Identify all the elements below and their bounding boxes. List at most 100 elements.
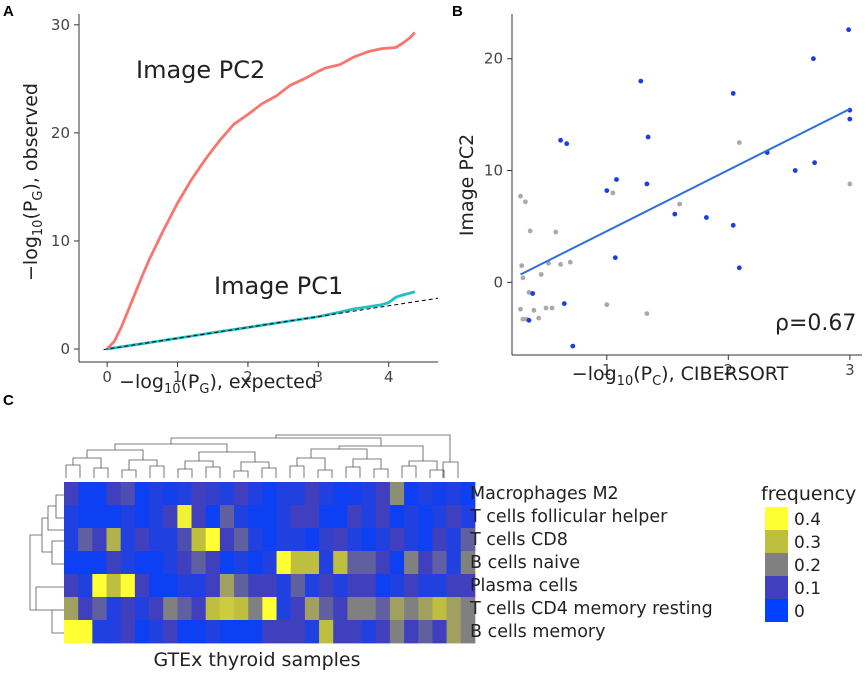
- scatter-point-gray: [553, 229, 559, 235]
- heatmap-cell: [404, 551, 419, 575]
- scatter-point-blue: [564, 141, 570, 147]
- heatmap-cell: [64, 551, 79, 575]
- heatmap-cell: [120, 482, 136, 506]
- scatter-point-blue: [638, 78, 644, 84]
- y-tick-label: 20: [484, 50, 503, 68]
- heatmap-cell: [78, 620, 93, 644]
- panel-b-x-axis-title: −log10(PC), CIBERSORT: [572, 363, 789, 389]
- heatmap-row-label: T cells follicular helper: [469, 507, 668, 527]
- heatmap-cell: [389, 505, 405, 529]
- heatmap-cell: [78, 574, 93, 598]
- heatmap-cell: [361, 482, 377, 506]
- heatmap-cell: [276, 574, 292, 598]
- heatmap-cell: [149, 620, 164, 644]
- scatter-point-gray: [847, 181, 853, 187]
- heatmap-cell: [432, 574, 447, 598]
- scatter-point-blue: [612, 255, 618, 261]
- scatter-point-blue: [645, 134, 651, 140]
- scatter-point-blue: [811, 56, 816, 62]
- heatmap-cell: [234, 505, 249, 529]
- heatmap-cell: [191, 505, 207, 529]
- heatmap-legend-title: frequency: [761, 483, 856, 505]
- heatmap-cell: [262, 528, 277, 552]
- heatmap-cell: [64, 528, 79, 552]
- heatmap-cell: [290, 482, 306, 506]
- heatmap-cell: [290, 597, 306, 621]
- heatmap-cell: [446, 597, 462, 621]
- heatmap-cell: [205, 528, 221, 552]
- scatter-point-gray: [567, 259, 573, 265]
- heatmap-cell: [149, 482, 164, 506]
- heatmap-cell: [389, 620, 405, 644]
- heatmap-cell: [418, 482, 433, 506]
- heatmap-cell: [234, 528, 249, 552]
- scatter-point-gray: [520, 316, 526, 322]
- heatmap-cell: [418, 574, 433, 598]
- scatter-point-gray: [604, 302, 610, 308]
- heatmap-cell: [389, 482, 405, 506]
- heatmap-cell: [92, 620, 107, 644]
- heatmap-cell: [78, 551, 93, 575]
- scatter-point-gray: [518, 193, 523, 199]
- heatmap-cell: [92, 574, 107, 598]
- x-tick-label: 2: [243, 368, 253, 386]
- heatmap-cell: [219, 597, 235, 621]
- panel-c-x-axis-title: GTEx thyroid samples: [153, 649, 360, 671]
- heatmap-cells: [64, 482, 476, 644]
- heatmap-cell: [64, 620, 79, 644]
- scatter-point-blue: [846, 27, 851, 33]
- heatmap-cell: [304, 620, 320, 644]
- heatmap-cell: [205, 505, 221, 529]
- annotation-image-pc2: Image PC2: [136, 56, 265, 84]
- heatmap-cell: [460, 597, 476, 621]
- heatmap-cell: [404, 528, 419, 552]
- heatmap-cell: [404, 597, 419, 621]
- regression-line: [520, 108, 851, 276]
- panel-a-series: [103, 31, 439, 351]
- y-tick-label: 10: [484, 162, 503, 180]
- annotation-image-pc1: Image PC1: [214, 272, 343, 300]
- panel-b-scatter-plot: 1 2 3 0 10 20 ρ=0.67: [484, 14, 862, 379]
- heatmap-cell: [460, 551, 476, 575]
- panel-a-x-axis-title: −log10(PG), expected: [119, 371, 317, 397]
- heatmap-cell: [361, 528, 377, 552]
- heatmap-cell: [446, 620, 462, 644]
- heatmap-cell: [78, 505, 93, 529]
- heatmap-cell: [333, 574, 348, 598]
- scatter-point-blue: [672, 211, 678, 217]
- panel-a-y-axis-title: −log10(PG), observed: [20, 83, 46, 281]
- heatmap-cell: [432, 505, 447, 529]
- x-tick-label: 0: [102, 368, 112, 386]
- heatmap-cell: [304, 551, 320, 575]
- scatter-point-blue: [558, 137, 563, 143]
- heatmap-cell: [389, 551, 405, 575]
- scatter-point-blue: [570, 343, 576, 349]
- heatmap-cell: [134, 505, 150, 529]
- heatmap-cell: [149, 551, 164, 575]
- panel-a-letter: A: [3, 3, 14, 20]
- heatmap-cell: [134, 482, 150, 506]
- heatmap-cell: [219, 551, 235, 575]
- heatmap-cell: [149, 597, 164, 621]
- colorbar-swatch: [765, 576, 788, 599]
- heatmap-cell: [319, 551, 334, 575]
- scatter-point-gray: [538, 272, 544, 277]
- heatmap-cell: [177, 482, 192, 506]
- heatmap-cell: [191, 597, 207, 621]
- heatmap-cell: [404, 620, 419, 644]
- heatmap-cell: [375, 482, 391, 506]
- heatmap-cell: [248, 482, 263, 506]
- heatmap-cell: [120, 620, 136, 644]
- heatmap-cell: [248, 505, 263, 529]
- heatmap-cell: [163, 551, 178, 575]
- x-tick-label: 2: [724, 361, 734, 379]
- y-tick-label: 30: [51, 16, 70, 34]
- scatter-point-gray: [610, 190, 616, 196]
- colorbar-tick-label: 0.1: [794, 579, 821, 599]
- heatmap-cell: [347, 620, 362, 644]
- y-tick-label: 20: [51, 124, 70, 142]
- panel-a-y-ticks: 0 10 20 30: [51, 16, 79, 358]
- scatter-point-gray: [558, 262, 563, 267]
- scatter-point-gray: [527, 228, 533, 234]
- heatmap-cell: [64, 574, 79, 598]
